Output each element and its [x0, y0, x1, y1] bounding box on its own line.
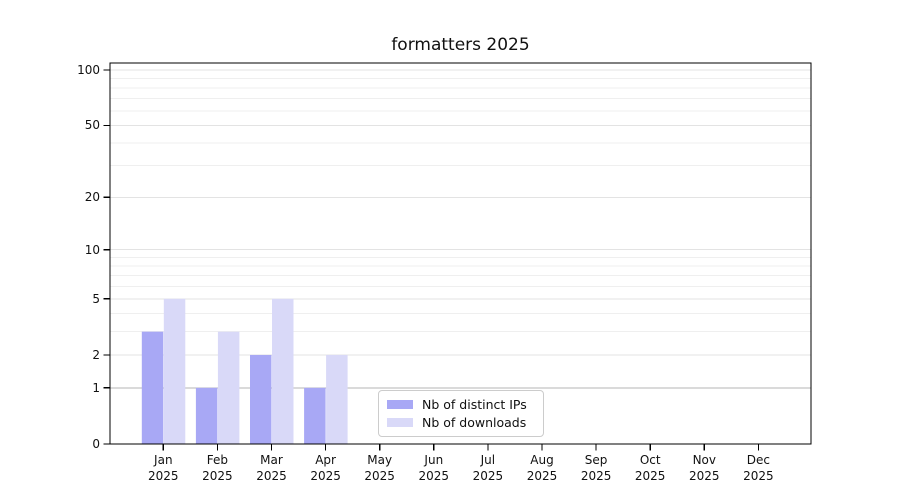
legend-label-distinct-ips: Nb of distinct IPs [422, 396, 527, 412]
x-tick-label-oct: Oct 2025 [634, 453, 666, 483]
x-tick-label-dec: Dec 2025 [743, 453, 774, 483]
x-tick-label-jul: Jul 2025 [472, 453, 504, 483]
x-tick-label-may: May 2025 [364, 453, 395, 483]
y-tick-label-1: 1 [92, 380, 100, 395]
bar-jan-distinct-ips [141, 331, 164, 444]
legend: Nb of distinct IPs Nb of downloads [378, 390, 544, 437]
x-tick-label-apr: Apr 2025 [310, 453, 341, 483]
bar-mar-downloads [272, 298, 294, 444]
bar-jan-downloads [163, 298, 186, 444]
legend-label-downloads: Nb of downloads [422, 415, 527, 431]
legend-swatch-distinct-ips [387, 399, 413, 409]
legend-swatch-downloads [387, 418, 413, 428]
legend-item-distinct-ips: Nb of distinct IPs [387, 397, 535, 412]
y-tick-label-100: 100 [77, 63, 100, 77]
axes-spines [109, 62, 812, 445]
bar-feb-downloads [217, 331, 240, 444]
x-tick-label-mar: Mar 2025 [256, 453, 287, 483]
chart-title: formatters 2025 [391, 35, 530, 55]
bar-mar-distinct-ips [250, 354, 272, 444]
x-tick-label-aug: Aug 2025 [526, 453, 558, 483]
bar-apr-distinct-ips [304, 387, 326, 444]
x-tick-label-sep: Sep 2025 [580, 453, 612, 483]
y-tick-label-50: 50 [84, 118, 100, 133]
legend-item-downloads: Nb of downloads [387, 415, 535, 430]
y-tick-label-10: 10 [84, 242, 100, 257]
x-tick-label-feb: Feb 2025 [202, 453, 233, 483]
bar-apr-downloads [326, 354, 348, 444]
bar-feb-distinct-ips [195, 387, 218, 444]
x-tick-label-jun: Jun 2025 [418, 453, 450, 483]
y-tick-label-2: 2 [92, 347, 100, 362]
x-tick-label-nov: Nov 2025 [689, 453, 720, 483]
y-tick-label-5: 5 [92, 291, 100, 306]
x-tick-label-jan: Jan 2025 [148, 453, 179, 483]
y-tick-label-0: 0 [92, 437, 100, 451]
y-tick-label-20: 20 [84, 190, 100, 205]
